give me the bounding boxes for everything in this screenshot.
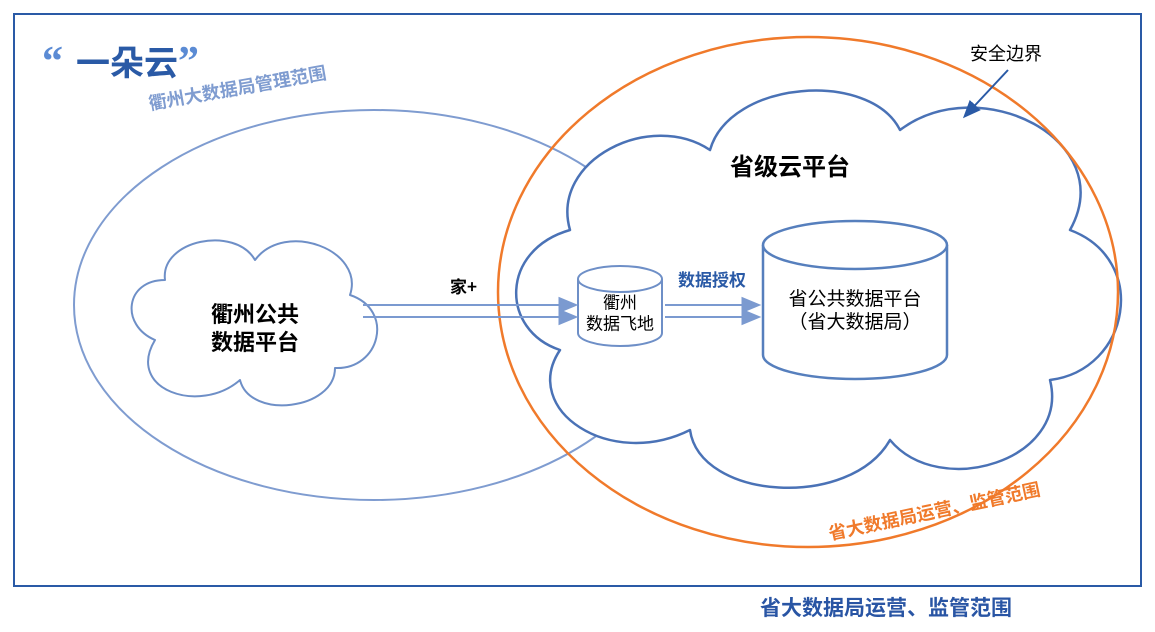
security-boundary-label: 安全边界 [970,40,1042,66]
quzhou-cloud-label-2: 数据平台 [211,325,299,357]
arrow-home-plus-label: 家+ [450,273,477,298]
provincial-db-cylinder-label-2: （省大数据局） [788,307,921,334]
arrow-data-auth-label: 数据授权 [678,266,746,291]
provincial-cloud-label: 省级云平台 [730,147,850,182]
svg-text:“: “ [42,39,63,85]
svg-text:一朵云: 一朵云 [76,36,178,85]
svg-text:”: ” [178,39,199,85]
footer-label: 省大数据局运营、监管范围 [760,592,1012,622]
quzhou-enclave-cylinder-label-2: 数据飞地 [586,310,654,335]
